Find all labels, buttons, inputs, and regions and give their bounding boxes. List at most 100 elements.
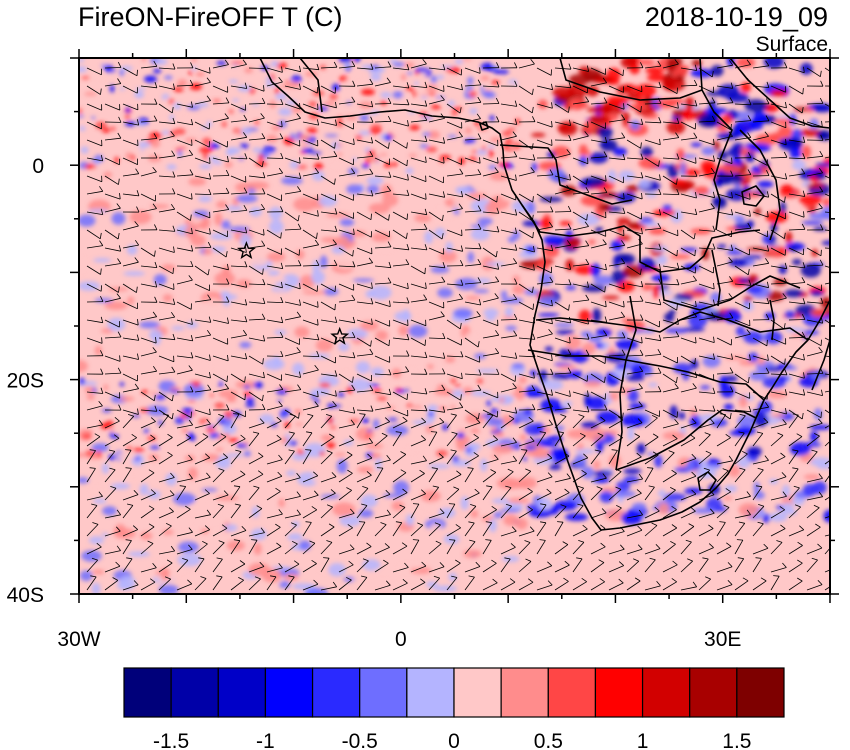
field-patch	[809, 424, 830, 430]
wind-barb	[464, 299, 482, 306]
wind-barb	[158, 225, 176, 232]
wind-barb	[302, 153, 320, 160]
wind-barb	[806, 418, 823, 429]
wind-barb	[176, 119, 194, 126]
wind-barb	[176, 352, 194, 359]
field-patch	[779, 201, 786, 216]
wind-barb	[752, 504, 765, 519]
field-patch	[427, 92, 437, 96]
field-patch	[177, 66, 184, 75]
field-patch	[124, 114, 131, 120]
field-patch	[638, 157, 662, 169]
field-patch	[762, 513, 771, 523]
wind-barb	[644, 557, 656, 573]
wind-barb	[554, 134, 572, 141]
field-patch	[246, 127, 259, 132]
wind-barb	[590, 175, 607, 182]
wind-barb	[392, 431, 402, 447]
field-patch	[480, 86, 485, 91]
field-patch	[394, 311, 412, 322]
field-patch	[488, 149, 494, 158]
field-patch	[103, 384, 109, 391]
field-patch	[355, 361, 371, 374]
wind-barb	[356, 385, 374, 393]
wind-barb	[824, 301, 830, 303]
wind-barb	[428, 368, 446, 375]
wind-barb	[392, 82, 410, 89]
wind-barb	[338, 469, 353, 483]
field-patch	[551, 146, 571, 158]
wind-barb	[320, 316, 338, 323]
wind-barb	[752, 245, 770, 252]
wind-barb	[536, 221, 554, 231]
wind-barb	[518, 558, 532, 573]
lake-tanganyika	[711, 249, 721, 307]
field-patch	[191, 58, 197, 63]
wind-barb	[284, 172, 302, 179]
field-patch	[164, 75, 173, 80]
field-patch	[232, 98, 240, 102]
field-patch	[444, 356, 456, 363]
field-patch	[427, 364, 434, 370]
wind-barb	[320, 523, 335, 537]
wind-barb	[302, 301, 319, 308]
wind-barb	[590, 151, 608, 159]
wind-barb	[356, 151, 374, 159]
wind-barb	[212, 433, 227, 447]
wind-barb	[374, 388, 392, 396]
field-patch	[423, 504, 445, 509]
wind-barb	[104, 367, 122, 375]
field-patch	[724, 375, 738, 382]
wind-barb	[536, 121, 553, 128]
wind-barb	[194, 228, 211, 235]
wind-barb	[482, 247, 498, 258]
field-patch	[202, 151, 209, 161]
field-patch	[308, 101, 317, 107]
field-patch	[480, 75, 490, 81]
wind-barb	[212, 404, 230, 411]
wind-barb	[176, 485, 187, 501]
wind-barb	[338, 261, 356, 268]
field-patch	[216, 200, 228, 209]
colorbar-swatch	[123, 667, 172, 718]
wind-barb	[104, 467, 116, 483]
wind-barb	[662, 541, 676, 555]
wind-barb	[248, 431, 260, 447]
wind-barb	[122, 490, 139, 501]
field-patch	[784, 310, 796, 319]
wind-barb	[482, 62, 500, 69]
field-patch	[803, 474, 821, 480]
field-patch	[101, 409, 112, 413]
field-patch	[243, 441, 249, 445]
coastlines-and-borders	[79, 58, 830, 531]
field-patch	[134, 90, 145, 99]
field-patch	[188, 177, 206, 186]
wind-barb	[698, 508, 715, 519]
wind-barb	[284, 211, 300, 222]
field-patch	[84, 386, 94, 394]
field-patch	[329, 425, 337, 430]
wind-barb	[86, 467, 96, 483]
wind-barb	[410, 208, 428, 216]
wind-barb	[788, 277, 806, 285]
wind-barb	[662, 153, 680, 160]
field-patch	[406, 71, 413, 75]
wind-barb	[770, 432, 784, 447]
field-patch	[436, 75, 445, 80]
wind-barb	[716, 244, 734, 251]
field-patch	[158, 584, 179, 594]
field-patch	[737, 457, 751, 468]
wind-barb	[734, 405, 752, 413]
field-patch	[332, 83, 340, 92]
wind-barb	[572, 557, 583, 573]
field-patch	[348, 378, 371, 392]
wind-barb	[230, 449, 242, 465]
field-patch	[427, 463, 451, 469]
field-patch	[544, 346, 554, 352]
wind-barb	[644, 522, 658, 537]
field-patch	[471, 149, 478, 154]
field-patch	[239, 341, 252, 349]
wind-barb	[572, 373, 588, 382]
wind-barb	[104, 416, 120, 429]
field-patch	[536, 260, 550, 271]
